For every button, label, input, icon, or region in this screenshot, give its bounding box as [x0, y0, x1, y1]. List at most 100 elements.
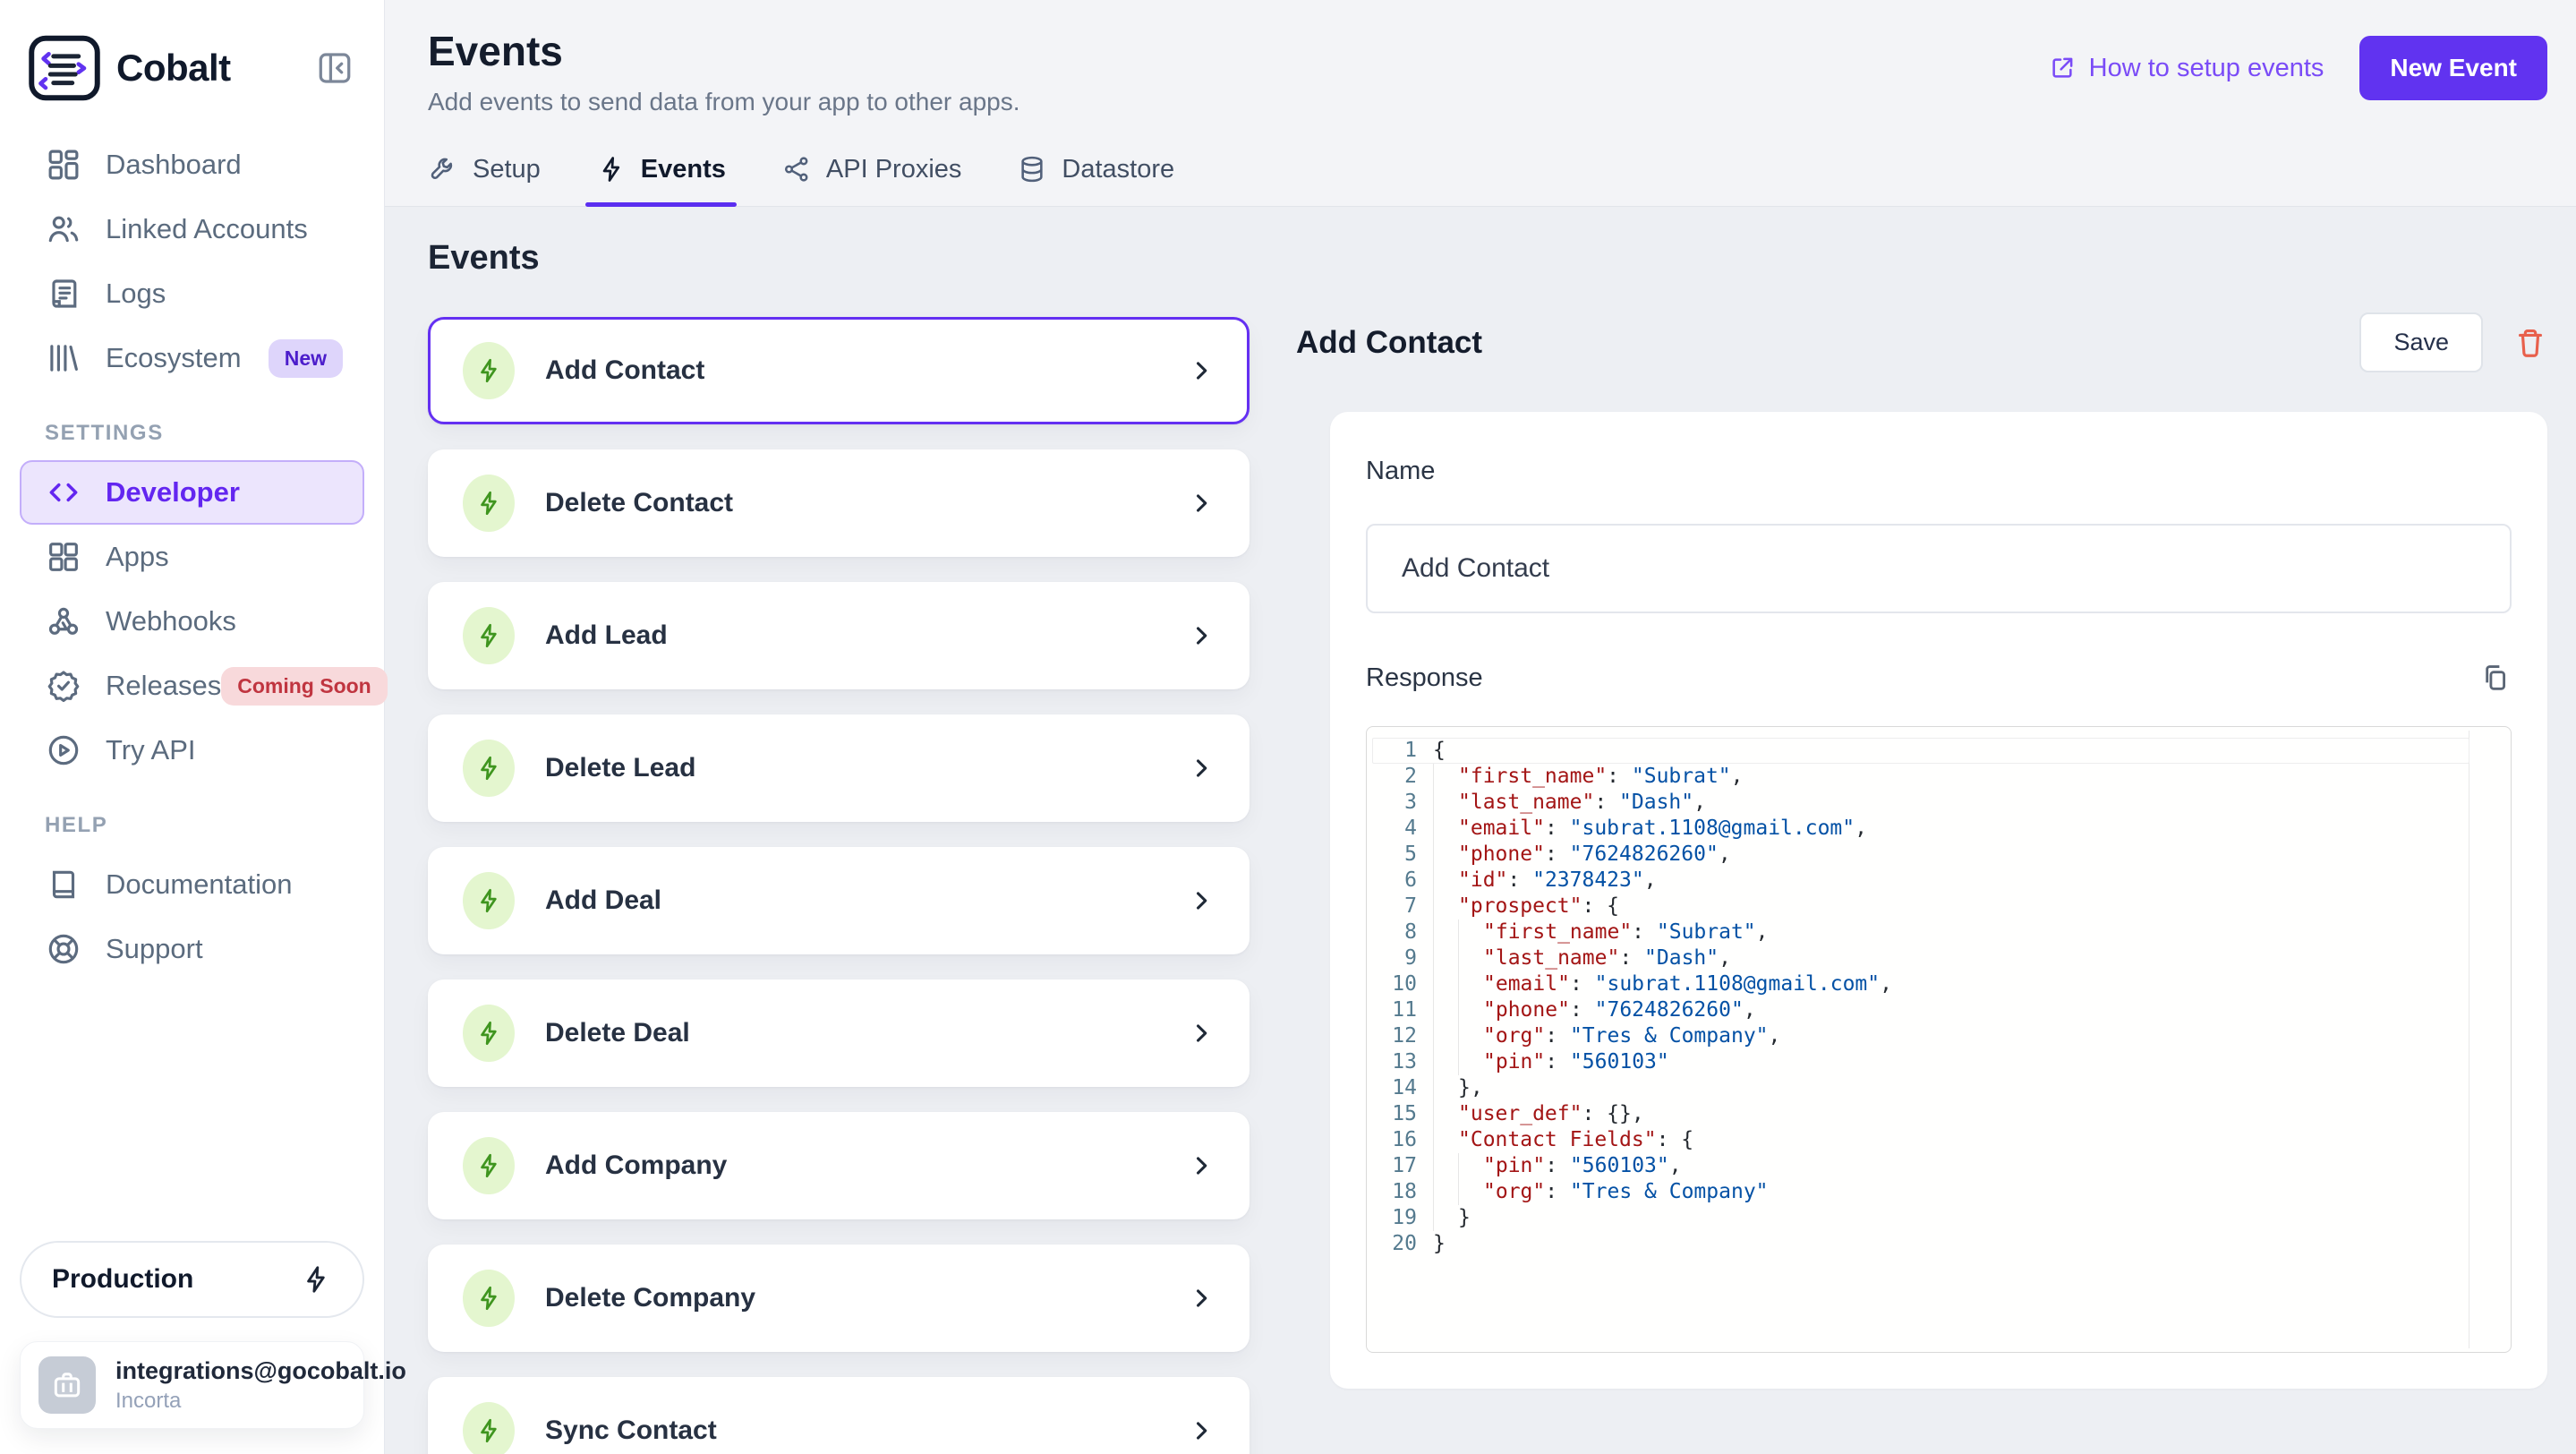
content-area: Events Add Contact Delete Contact Add Lead…: [385, 207, 2576, 1454]
event-card-add-contact[interactable]: Add Contact: [428, 317, 1250, 424]
sidebar-logo-row: Cobalt: [20, 30, 364, 106]
tab-label: API Proxies: [825, 154, 962, 184]
page-subtitle: Add events to send data from your app to…: [428, 88, 1020, 115]
line-number: 1: [1404, 739, 1417, 762]
event-card-delete-deal[interactable]: Delete Deal: [428, 979, 1250, 1087]
code-line: 14},: [1367, 1075, 2511, 1101]
code-line: 12 "org": "Tres & Company",: [1367, 1023, 2511, 1049]
sidebar-item-developer[interactable]: Developer: [20, 460, 364, 525]
event-bolt-icon: [463, 607, 515, 664]
sidebar-item-label: Logs: [106, 278, 166, 309]
code-line: 13 "pin": "560103": [1367, 1049, 2511, 1075]
line-number: 2: [1404, 765, 1417, 788]
line-number: 17: [1392, 1154, 1417, 1177]
lifebuoy-icon: [45, 930, 82, 968]
chevron-right-icon: [1188, 887, 1215, 914]
line-number: 3: [1404, 791, 1417, 814]
account-card[interactable]: integrations@gocobalt.io Incorta: [20, 1341, 406, 1429]
tab-datastore[interactable]: Datastore: [1017, 154, 1174, 184]
event-card-delete-contact[interactable]: Delete Contact: [428, 449, 1250, 557]
sidebar-item-dashboard[interactable]: Dashboard: [20, 133, 364, 197]
event-bolt-icon: [463, 475, 515, 532]
sidebar-item-webhooks[interactable]: Webhooks: [20, 589, 364, 654]
event-card-add-deal[interactable]: Add Deal: [428, 847, 1250, 954]
sidebar-item-documentation[interactable]: Documentation: [20, 852, 364, 917]
page-header: Events Add events to send data from your…: [385, 0, 2576, 207]
line-number: 7: [1404, 894, 1417, 918]
line-number: 12: [1392, 1024, 1417, 1048]
line-number: 15: [1392, 1102, 1417, 1125]
chevron-right-icon: [1188, 1020, 1215, 1047]
event-name-input[interactable]: [1366, 524, 2512, 613]
copy-icon[interactable]: [2479, 662, 2512, 694]
chevron-right-icon: [1188, 1285, 1215, 1312]
tab-label: Events: [640, 154, 726, 184]
sidebar-item-ecosystem[interactable]: Ecosystem New: [20, 326, 364, 390]
sidebar-item-apps[interactable]: Apps: [20, 525, 364, 589]
line-number: 9: [1404, 946, 1417, 970]
sidebar-item-logs[interactable]: Logs: [20, 261, 364, 326]
page-title: Events: [428, 28, 563, 74]
event-bolt-icon: [463, 1005, 515, 1062]
event-card-label: Delete Contact: [545, 488, 734, 517]
sidebar-item-linked-accounts[interactable]: Linked Accounts: [20, 197, 364, 261]
chevron-right-icon: [1188, 755, 1215, 782]
sidebar: Cobalt Dashboard Linked Accounts Logs Ecosy…: [0, 0, 406, 1454]
sidebar-item-label: Documentation: [106, 868, 293, 900]
coming-soon-badge: Coming Soon: [221, 666, 388, 706]
brand-name: Cobalt: [116, 47, 231, 89]
code-line: 1{: [1367, 738, 2511, 764]
book-icon: [45, 866, 82, 903]
how-to-setup-events-label: How to setup events: [2088, 53, 2324, 82]
ecosystem-icon: [45, 339, 82, 377]
chevron-right-icon: [1188, 1417, 1215, 1444]
environment-label: Production: [52, 1264, 194, 1294]
event-card-delete-lead[interactable]: Delete Lead: [428, 714, 1250, 822]
bolt-icon: [596, 154, 627, 184]
code-line: 15 "user_def": {},: [1367, 1101, 2511, 1127]
tab-label: Setup: [473, 154, 541, 184]
event-detail-panel: Add Contact Save Name: [1296, 207, 2547, 1454]
sidebar-item-try-api[interactable]: Try API: [20, 718, 364, 783]
sidebar-item-support[interactable]: Support: [20, 917, 364, 981]
code-line: 20}: [1367, 1231, 2511, 1257]
line-number: 19: [1392, 1206, 1417, 1229]
tab-events[interactable]: Events: [584, 154, 738, 207]
event-card-label: Delete Deal: [545, 1018, 690, 1048]
code-line: 6 "id": "2378423",: [1367, 868, 2511, 894]
how-to-setup-events-link[interactable]: How to setup events: [2048, 54, 2324, 83]
webhook-icon: [45, 603, 82, 640]
event-card-add-company[interactable]: Add Company: [428, 1112, 1250, 1219]
code-line: 18 "org": "Tres & Company": [1367, 1179, 2511, 1205]
response-code-editor[interactable]: 1{2 "first_name": "Subrat", 3 "last_name": …: [1366, 726, 2512, 1353]
save-button[interactable]: Save: [2359, 312, 2483, 372]
event-card-delete-company[interactable]: Delete Company: [428, 1244, 1250, 1352]
delete-event-trash-icon[interactable]: [2513, 326, 2547, 360]
new-event-button[interactable]: New Event: [2359, 36, 2547, 100]
event-card-add-lead[interactable]: Add Lead: [428, 582, 1250, 689]
sidebar-item-releases[interactable]: Releases Coming Soon: [20, 654, 388, 718]
line-number: 5: [1404, 842, 1417, 866]
code-line: 4 "email": "subrat.1108@gmail.com",: [1367, 816, 2511, 842]
line-number: 18: [1392, 1180, 1417, 1203]
event-card-label: Add Lead: [545, 620, 668, 650]
tab-api-proxies[interactable]: API Proxies: [781, 154, 962, 184]
code-line: 16 "Contact Fields": {: [1367, 1127, 2511, 1153]
tab-setup[interactable]: Setup: [428, 154, 541, 184]
event-card-label: Add Deal: [545, 885, 662, 915]
users-icon: [45, 210, 82, 248]
sidebar-item-label: Try API: [106, 734, 196, 765]
event-card-sync-contact[interactable]: Sync Contact: [428, 1377, 1250, 1454]
detail-title: Add Contact: [1296, 324, 1483, 360]
line-number: 6: [1404, 868, 1417, 892]
code-line: 10 "email": "subrat.1108@gmail.com",: [1367, 971, 2511, 997]
apps-icon: [45, 538, 82, 576]
code-line: 5 "phone": "7624826260",: [1367, 842, 2511, 868]
sidebar-collapse-icon[interactable]: [309, 42, 361, 94]
nav-section-label-settings: SETTINGS: [45, 421, 164, 445]
external-link-icon: [2048, 54, 2077, 82]
environment-selector[interactable]: Production: [20, 1241, 364, 1318]
sidebar-item-label: Webhooks: [106, 605, 236, 637]
code-line: 11 "phone": "7624826260",: [1367, 997, 2511, 1023]
